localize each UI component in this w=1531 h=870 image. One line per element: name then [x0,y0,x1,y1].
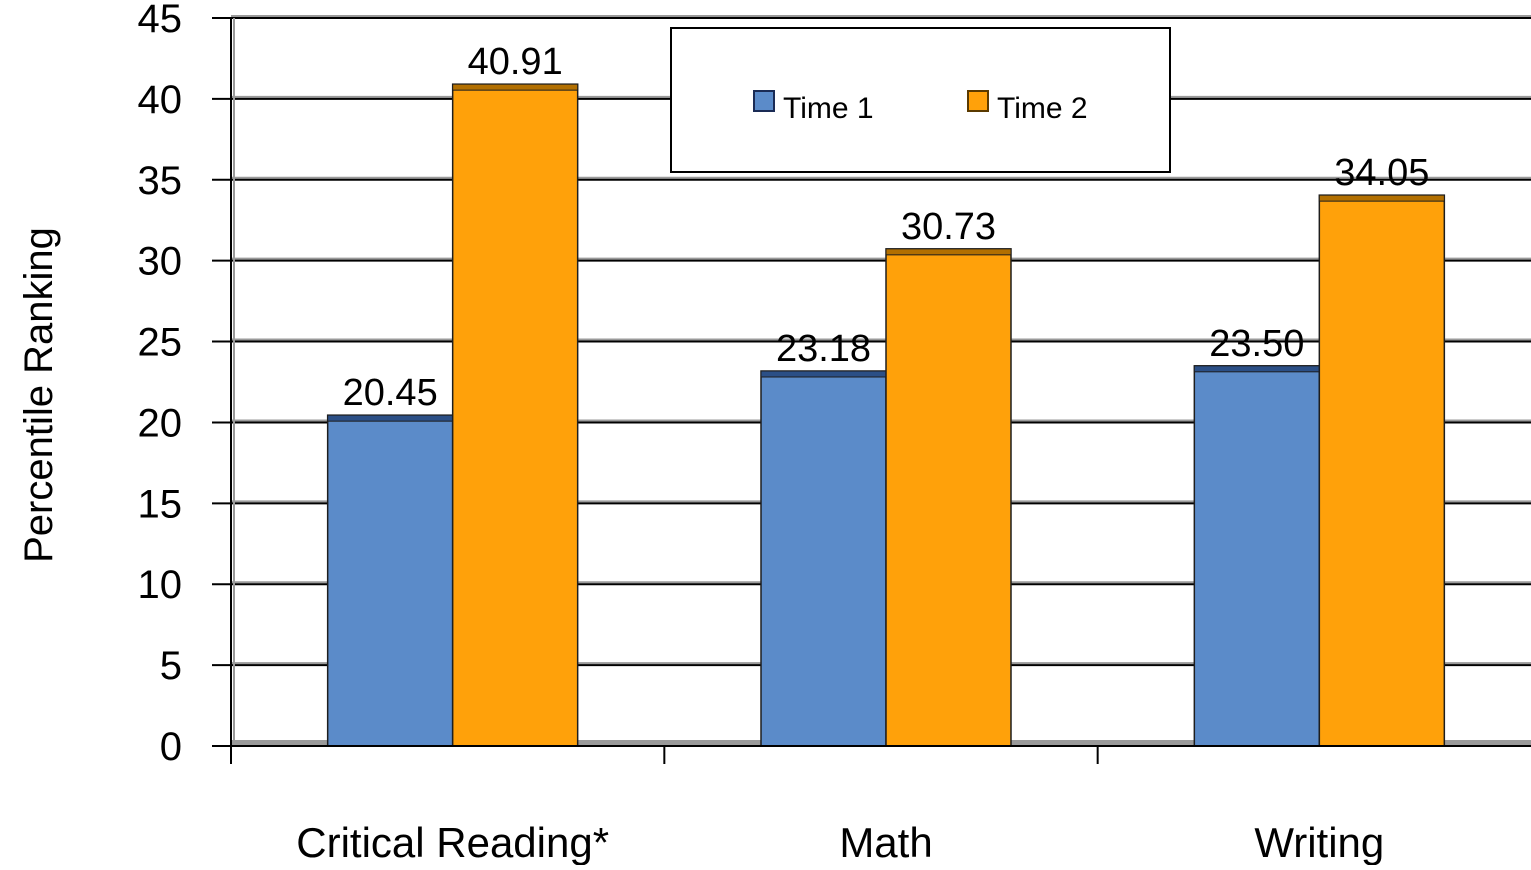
y-axis-title: Percentile Ranking [17,227,61,563]
y-tick-label: 15 [138,482,183,526]
y-tick-label: 10 [138,563,183,607]
y-tick-label: 20 [138,401,183,445]
legend-label-time-1: Time 1 [783,92,874,125]
y-tick-label: 25 [138,321,183,365]
data-label: 40.91 [468,41,563,83]
bar-time-1 [1194,366,1319,746]
x-category-label: Math [839,819,932,865]
bar-time-2 [1319,195,1444,746]
x-category-label: Writing [1254,819,1384,865]
bar-time-1 [761,371,886,746]
data-label: 34.05 [1334,152,1429,194]
data-label: 23.18 [776,328,871,370]
legend-box [671,28,1170,172]
y-tick-label: 40 [138,78,183,122]
bar-top [453,84,578,90]
bar-time-2 [453,84,578,746]
bar-top [761,371,886,377]
x-category-label: Critical Reading* [296,819,609,865]
y-tick-label: 5 [160,644,182,688]
data-label: 20.45 [343,372,438,414]
bar-top [886,249,1011,255]
legend: Time 1 Time 2 [671,28,1170,172]
bar-top [328,415,453,421]
legend-swatch-time-1 [754,91,774,111]
data-label: 30.73 [901,206,996,248]
bars [328,84,1445,746]
y-tick-label: 0 [160,725,182,769]
bar-top [1319,195,1444,201]
bar-time-2 [886,249,1011,746]
legend-swatch-time-2 [968,91,988,111]
data-label: 23.50 [1209,323,1304,365]
bar-time-1 [328,415,453,746]
y-tick-label: 30 [138,240,183,284]
y-tick-label: 35 [138,159,183,203]
bar-top [1194,366,1319,372]
y-tick-label: 45 [138,0,183,41]
legend-label-time-2: Time 2 [997,92,1088,125]
